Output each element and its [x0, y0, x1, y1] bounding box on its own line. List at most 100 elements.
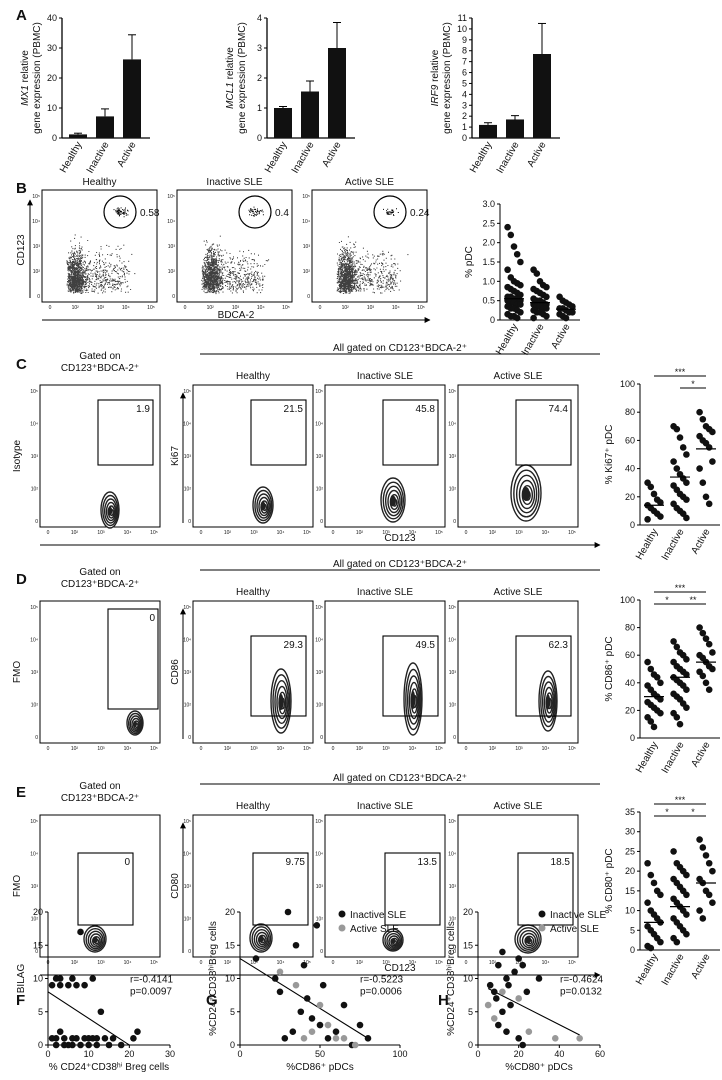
data-point-inactive — [81, 981, 88, 989]
data-point-inactive — [65, 981, 72, 989]
y-tick-label: 10⁴ — [448, 422, 456, 428]
contour-core — [390, 938, 396, 944]
correlation-g: G 0 50 100 0 5 10 15 20 %CD86⁺ pDCs %CD24⁺CD38ʰⁱBr… — [206, 907, 408, 1073]
data-point — [650, 723, 658, 731]
regression-line — [487, 987, 580, 1036]
x-tick-label: 10⁴ — [257, 305, 265, 311]
x-tick-label: 10⁵ — [150, 960, 158, 966]
data-point-inactive — [324, 1035, 332, 1042]
data-point-inactive — [130, 1035, 137, 1042]
plot-frame — [457, 600, 579, 744]
data-point — [517, 301, 524, 308]
x-tick-label: 40 — [554, 1049, 564, 1059]
contour-core — [545, 694, 551, 710]
x-tick-label: 10³ — [250, 530, 258, 536]
y-tick-label: 10⁵ — [315, 389, 323, 395]
x-tick-label: Active — [689, 952, 712, 981]
dot-plot-pdc: 0 0.5 1.0 1.5 2.0 2.5 3.0 % pDC Healthy Inactive A… — [464, 199, 580, 357]
plot-frame — [39, 814, 161, 958]
x-tick-label: 10² — [356, 530, 364, 536]
data-point-inactive — [109, 1035, 117, 1042]
data-point-inactive — [523, 988, 531, 996]
data-point — [683, 496, 690, 503]
y-tick-label: 10² — [184, 487, 192, 493]
y-tick-label: 10² — [316, 703, 324, 709]
bar-chart-mcl1: 0 1 2 3 4 Healthy Inactive Active MCL1 relativeg… — [225, 13, 355, 175]
plot-title: Healthy — [83, 177, 117, 188]
y-tick-label: 20 — [625, 705, 635, 715]
x-tick-label: 20 — [514, 1049, 524, 1059]
bar-active — [328, 48, 346, 138]
x-tick-label: 10⁴ — [124, 530, 132, 536]
legend-marker-inactive — [338, 910, 346, 918]
data-point — [670, 638, 677, 645]
x-tick-label: Inactive — [660, 952, 687, 988]
data-point — [650, 490, 658, 498]
gated-on-line1: Gated on — [79, 781, 120, 792]
density-points — [66, 234, 136, 294]
x-tick-label: 0 — [200, 960, 203, 966]
plot-frame — [176, 189, 293, 303]
data-point-inactive — [340, 1001, 348, 1009]
data-point — [683, 704, 690, 711]
p-value: p=0.0132 — [560, 987, 602, 998]
y-label-line2: gene expression (PBMC) — [442, 22, 453, 134]
scatter-density-1: 0 0 10² 10² 10³ 10³ 10⁴ 10⁴ 10⁵ 10⁵ Healthy 0.58 — [32, 177, 160, 311]
x-tick-label: 10³ — [97, 305, 105, 311]
data-point — [683, 686, 690, 693]
data-point-inactive — [284, 908, 292, 916]
x-tick-label: 10² — [356, 960, 364, 966]
x-tick-label: Active — [115, 140, 138, 169]
y-label-gene: MCL1 — [225, 82, 236, 109]
data-point — [699, 915, 707, 922]
data-point — [644, 859, 651, 867]
x-tick-label: Inactive — [290, 140, 317, 176]
data-point-inactive — [134, 1028, 141, 1035]
y-tick-label: 10 — [33, 974, 43, 984]
ki67-plot-3: 0 0 10² 10² 10³ 10³ 10⁴ 10⁴ 10⁵ 10⁵ Inactive SLE 45… — [315, 371, 446, 536]
data-point — [683, 451, 690, 458]
data-point — [673, 425, 681, 433]
x-tick-label: 10² — [489, 746, 497, 752]
y-tick-label: 10² — [33, 269, 41, 275]
y-tick-label: 0 — [35, 949, 38, 955]
legend-marker-inactive — [538, 910, 546, 918]
pdc-cluster — [248, 206, 264, 217]
x-tick-label: 10⁴ — [392, 305, 400, 311]
data-point — [543, 312, 550, 320]
data-point — [696, 836, 703, 843]
x-tick-label: 10³ — [232, 305, 240, 311]
contour-core — [524, 936, 532, 944]
data-point-inactive — [503, 1028, 510, 1035]
x-tick-label: 10⁴ — [542, 960, 550, 966]
x-tick-label: 10² — [71, 530, 79, 536]
y-tick-label: 15 — [463, 940, 473, 950]
data-point-inactive — [499, 1008, 506, 1016]
gate-box — [250, 399, 307, 466]
data-point-inactive — [73, 981, 80, 989]
plot-title: Inactive SLE — [357, 587, 413, 598]
gate-percentage: 18.5 — [551, 857, 571, 868]
data-point — [647, 483, 655, 491]
data-point — [676, 434, 684, 441]
first-plot-y-label: FMO — [12, 875, 23, 897]
y-axis-label: CD80 — [170, 873, 181, 899]
data-point-inactive — [89, 975, 97, 982]
y-tick-label: 60 — [625, 435, 635, 445]
data-point-inactive — [308, 1015, 316, 1022]
x-tick-label: Inactive — [520, 322, 547, 358]
data-point-inactive — [319, 981, 327, 989]
y-tick-label: 30 — [625, 827, 635, 837]
data-point-inactive — [495, 961, 502, 969]
regression-line — [47, 991, 130, 1046]
y-tick-label: 10³ — [184, 454, 192, 460]
data-point — [673, 938, 681, 946]
ki67-plot-2: 0 0 10² 10² 10³ 10³ 10⁴ 10⁴ 10⁵ 10⁵ Healthy 21.5 — [183, 371, 314, 536]
axis-label-bdca2: BDCA-2 — [218, 310, 255, 321]
y-tick-label: 10² — [449, 917, 457, 923]
plot-frame — [324, 814, 446, 958]
gated-on-line2: CD123⁺BDCA-2⁺ — [61, 793, 139, 804]
data-point — [517, 308, 524, 316]
y-tick-label: 0 — [468, 1040, 473, 1050]
y-tick-label: 10⁴ — [448, 852, 456, 858]
